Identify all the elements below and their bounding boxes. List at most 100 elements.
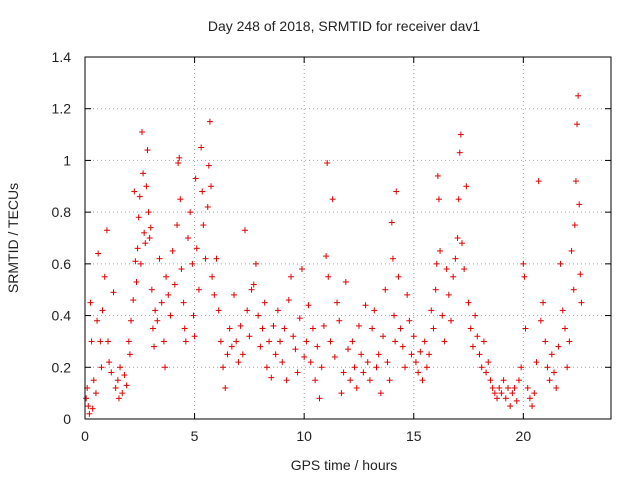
data-point <box>312 377 319 384</box>
data-point <box>160 338 167 345</box>
data-point <box>520 260 527 267</box>
data-point <box>112 384 119 391</box>
data-point <box>250 281 257 288</box>
data-point <box>340 369 347 376</box>
data-point <box>476 351 483 358</box>
data-point <box>360 369 367 376</box>
data-point <box>377 390 384 397</box>
data-point <box>277 338 284 345</box>
data-point <box>364 359 371 366</box>
data-point <box>88 338 95 345</box>
data-point <box>145 209 152 216</box>
data-point <box>158 299 165 306</box>
data-point <box>472 312 479 319</box>
data-point <box>463 183 470 190</box>
data-point <box>103 227 110 234</box>
data-point <box>434 172 441 179</box>
data-point <box>557 260 564 267</box>
data-point <box>535 178 542 185</box>
data-point <box>255 312 262 319</box>
data-point <box>134 245 141 252</box>
data-point <box>146 235 153 241</box>
y-tick-label: 0.4 <box>52 308 72 324</box>
data-point <box>140 170 147 177</box>
data-point <box>397 325 404 332</box>
data-point <box>487 377 494 384</box>
data-point <box>301 353 308 360</box>
data-point <box>83 395 90 402</box>
data-point <box>454 235 461 241</box>
data-point <box>338 390 345 397</box>
data-point <box>176 154 183 161</box>
data-point <box>292 346 299 353</box>
data-point <box>296 315 303 322</box>
data-point <box>432 286 439 293</box>
data-point <box>208 183 215 190</box>
data-point <box>152 307 159 314</box>
data-point <box>190 312 197 319</box>
data-point <box>395 273 402 280</box>
data-point <box>94 317 101 324</box>
data-point <box>489 384 496 391</box>
data-point <box>121 372 128 379</box>
y-tick-label: 1 <box>63 152 71 168</box>
data-point <box>165 291 172 298</box>
data-point <box>561 325 568 332</box>
data-point <box>445 291 452 298</box>
data-point <box>226 325 233 332</box>
data-point <box>211 291 218 298</box>
data-point <box>576 201 583 208</box>
data-point <box>114 377 121 384</box>
data-point <box>347 377 354 384</box>
data-point <box>456 149 463 156</box>
data-point <box>314 343 321 350</box>
data-point <box>141 229 148 236</box>
data-point <box>553 384 560 391</box>
data-point <box>233 338 240 345</box>
data-point <box>290 333 297 340</box>
data-point <box>430 325 437 332</box>
data-point <box>441 338 448 345</box>
data-point <box>496 384 503 391</box>
data-point <box>522 325 529 332</box>
data-point <box>325 273 332 280</box>
data-point <box>85 403 92 410</box>
data-point <box>288 273 295 280</box>
data-point <box>521 273 528 280</box>
data-point <box>174 222 181 229</box>
data-point <box>399 343 406 350</box>
data-point <box>518 364 525 371</box>
data-point <box>324 160 331 167</box>
y-tick-label: 0.8 <box>52 204 72 220</box>
data-point <box>574 121 581 128</box>
data-point <box>494 395 501 402</box>
x-axis-label: GPS time / hours <box>291 457 398 473</box>
data-point <box>123 382 130 389</box>
data-point <box>455 196 462 203</box>
data-point <box>389 255 396 262</box>
data-point <box>410 333 417 340</box>
data-point <box>353 384 360 391</box>
data-point <box>105 338 112 345</box>
chart-title: Day 248 of 2018, SRMTID for receiver dav… <box>208 18 481 34</box>
data-point <box>161 364 168 371</box>
data-point <box>119 390 126 397</box>
data-point <box>279 359 286 366</box>
data-points <box>83 92 585 417</box>
data-point <box>408 351 415 358</box>
data-point <box>175 160 182 167</box>
data-point <box>524 384 531 391</box>
data-point <box>177 196 184 203</box>
data-point <box>298 266 305 273</box>
data-point <box>329 196 336 203</box>
data-point <box>498 390 505 397</box>
data-point <box>375 351 382 358</box>
data-point <box>373 364 380 371</box>
data-point <box>316 395 323 402</box>
data-point <box>143 183 150 190</box>
data-point <box>117 364 124 371</box>
data-point <box>323 253 330 260</box>
data-point <box>320 322 327 329</box>
data-point <box>281 325 288 332</box>
data-point <box>101 273 108 280</box>
